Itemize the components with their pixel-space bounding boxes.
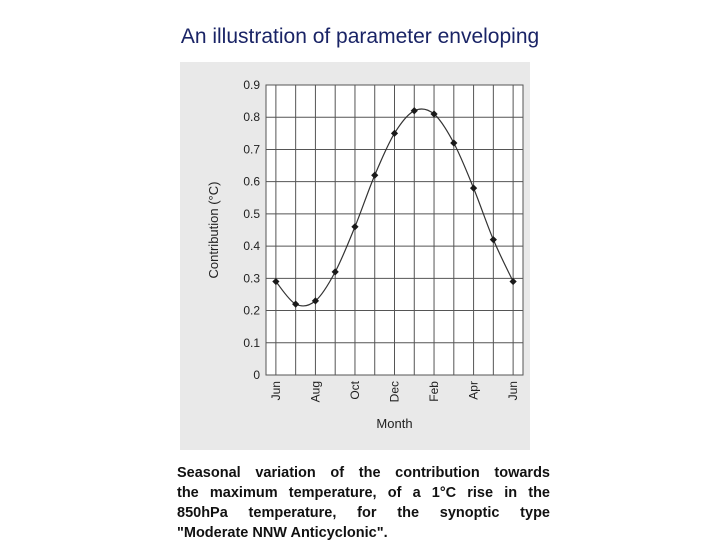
y-tick-label: 0.7 xyxy=(243,142,260,156)
caption-line: the maximum temperature, of a 1°C rise i… xyxy=(177,485,550,501)
y-tick-label: 0.1 xyxy=(243,336,260,350)
chart-figure: 0 0.1 0.2 0.3 0.4 0.5 0.6 0.7 0.8 0.9 Jun Aug Oct Dec… xyxy=(180,62,530,450)
caption-line: Seasonal variation of the contribution t… xyxy=(177,465,550,481)
y-tick-label: 0.8 xyxy=(243,110,260,124)
figure-caption: Seasonal variation of the contribution t… xyxy=(177,463,550,543)
y-tick-label: 0.9 xyxy=(243,78,260,92)
x-tick-label: Jun xyxy=(269,381,283,400)
caption-line: 850hPa temperature, for the synoptic typ… xyxy=(177,505,550,521)
caption-line: "Moderate NNW Anticyclonic". xyxy=(177,525,388,541)
y-tick-label: 0.5 xyxy=(243,207,260,221)
data-point xyxy=(371,171,379,179)
y-tick-label: 0 xyxy=(253,368,260,382)
line-chart: 0 0.1 0.2 0.3 0.4 0.5 0.6 0.7 0.8 0.9 Jun Aug Oct Dec… xyxy=(206,78,524,431)
y-tick-label: 0.2 xyxy=(243,304,260,318)
x-tick-label: Aug xyxy=(308,381,322,402)
y-axis-label: Contribution (°C) xyxy=(206,182,221,279)
data-point xyxy=(410,107,418,115)
x-tick-label: Oct xyxy=(348,380,362,399)
x-tick-label: Apr xyxy=(467,381,481,400)
data-point xyxy=(509,277,517,286)
data-point xyxy=(469,184,478,192)
slide-title: An illustration of parameter enveloping xyxy=(180,25,540,48)
x-tick-label: Feb xyxy=(427,381,441,402)
y-tick-label: 0.3 xyxy=(243,271,260,285)
x-axis-label: Month xyxy=(376,416,412,431)
data-point xyxy=(351,223,359,231)
data-point xyxy=(489,236,497,244)
data-point xyxy=(450,139,458,147)
x-tick-label: Dec xyxy=(388,381,402,402)
data-point xyxy=(390,129,399,137)
x-tick-label: Jun xyxy=(506,381,520,400)
y-tick-label: 0.6 xyxy=(243,175,260,189)
y-tick-label: 0.4 xyxy=(243,239,260,253)
